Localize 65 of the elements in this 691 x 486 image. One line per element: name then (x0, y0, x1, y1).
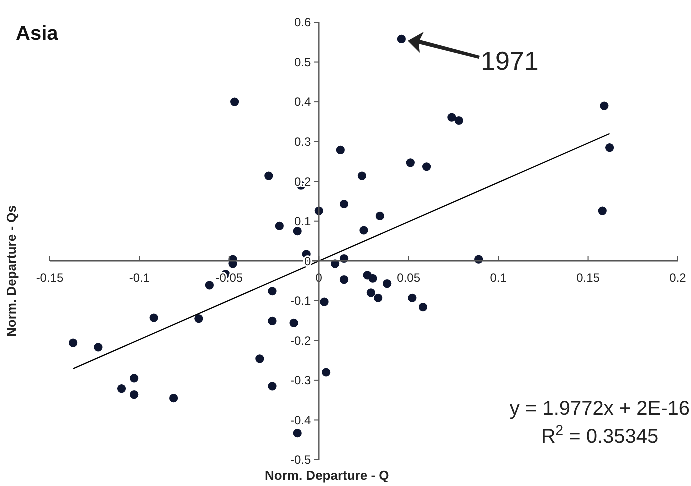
y-tick-label: 0.3 (294, 135, 312, 150)
y-tick-label: -0.1 (290, 294, 312, 308)
point (322, 368, 331, 377)
point (340, 200, 349, 209)
point (268, 287, 277, 296)
annotation: R$^{2}$ = 0.35345 (541, 422, 659, 448)
y-tick-label: 0.1 (294, 214, 312, 229)
point (268, 316, 277, 326)
point (230, 98, 240, 106)
y-tick-label: 0.6 (294, 16, 312, 30)
point (422, 162, 432, 172)
point (606, 143, 614, 152)
point (130, 390, 139, 400)
point (94, 343, 103, 352)
y-tick-label: -0.2 (290, 334, 312, 348)
point (293, 429, 302, 438)
point (264, 172, 274, 180)
point (454, 116, 464, 126)
point (368, 274, 378, 283)
point (383, 280, 392, 288)
point (408, 294, 417, 302)
y-tick-label: 0.4 (294, 95, 312, 110)
point (340, 276, 349, 284)
chart-title: Asia (16, 23, 60, 45)
point (117, 384, 126, 394)
point (170, 394, 178, 403)
y-tick-label: -0.3 (290, 374, 312, 388)
point (320, 298, 329, 306)
x-tick-label: 0.2 (670, 271, 687, 286)
point (290, 318, 298, 328)
x-tick-label: -0.1 (129, 271, 150, 286)
point (194, 314, 204, 324)
point (256, 354, 264, 364)
point (418, 302, 428, 312)
point (268, 382, 277, 391)
point (360, 226, 368, 235)
point (336, 146, 345, 154)
point (366, 288, 376, 298)
point (150, 314, 158, 322)
x-axis-title: Norm. Departure - Q (265, 468, 390, 483)
y-tick-label: -0.4 (290, 413, 312, 428)
y-tick-label: 0.2 (294, 174, 312, 189)
point (397, 34, 406, 44)
x-tick-label: -0.05 (216, 271, 244, 286)
annotation: y = 1.9772x + 2E-16 (510, 398, 690, 420)
point (374, 294, 383, 302)
point (205, 281, 214, 290)
point (130, 374, 139, 383)
x-tick-label: 0.1 (490, 271, 508, 286)
point (598, 206, 607, 216)
x-tick-label: 0.05 (397, 271, 421, 286)
point (448, 113, 456, 122)
point (406, 158, 415, 168)
point (358, 172, 367, 180)
x-tick-label: 0.15 (576, 271, 600, 286)
point (275, 222, 284, 230)
point (600, 102, 609, 110)
point (376, 212, 384, 220)
y-axis-title: Norm. Departure - Qs (4, 206, 19, 337)
point (293, 227, 302, 236)
y-tick-label: -0.5 (290, 453, 312, 468)
x-tick-label: -0.15 (36, 271, 64, 286)
point (69, 338, 78, 348)
annotation: 1971 (481, 46, 539, 76)
y-tick-label: 0.5 (294, 55, 312, 70)
